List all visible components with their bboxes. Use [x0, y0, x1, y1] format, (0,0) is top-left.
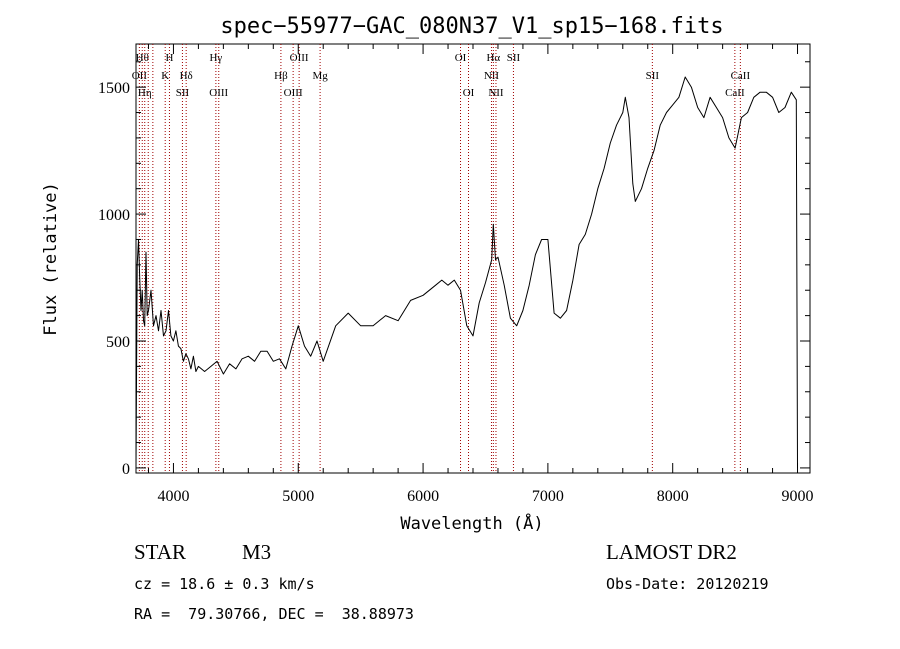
line-marker-label: Hα: [486, 52, 500, 64]
x-tick-label: 6000: [407, 488, 439, 505]
object-class: STAR: [134, 540, 186, 564]
chart-title: spec−55977−GAC_080N37_V1_sp15−168.fits: [220, 14, 723, 39]
line-marker-label: Hβ: [274, 70, 288, 82]
plot-frame: [135, 43, 811, 474]
object-subclass: M3: [242, 540, 272, 564]
x-axis-label: Wavelength (Å): [400, 512, 543, 534]
line-marker-label: Hδ: [180, 70, 193, 82]
y-axis-label: Flux (relative): [41, 182, 61, 336]
line-marker-label: SII: [176, 87, 190, 99]
line-marker-label: H: [165, 52, 173, 64]
line-marker-label: OIII: [209, 87, 228, 99]
line-marker-label: Hθ: [136, 52, 149, 64]
y-tick-label: 1000: [98, 207, 130, 224]
line-marker-label: Mg: [312, 70, 328, 82]
redshift-velocity: cz = 18.6 ± 0.3 km/s: [134, 575, 315, 593]
line-marker-label: OII: [132, 70, 148, 82]
x-tick-label: 7000: [532, 488, 564, 505]
line-marker-label: Hγ: [209, 52, 222, 64]
y-tick-label: 500: [106, 334, 130, 351]
emission-line-markers: OIIHθHηKHSIIHδHγOIIIHβOIIIOIIIMgOIOINIIH…: [132, 44, 751, 473]
line-marker-label: NII: [484, 70, 500, 82]
x-tick-label: 4000: [157, 488, 189, 505]
line-marker-label: K: [161, 70, 169, 82]
line-marker-label: Hη: [138, 87, 152, 99]
y-tick-label: 1500: [98, 80, 130, 97]
line-marker-label: SII: [646, 70, 660, 82]
line-marker-label: CaII: [725, 87, 745, 99]
line-marker-label: OI: [463, 87, 475, 99]
plot-border: [135, 43, 811, 474]
observation-date: Obs-Date: 20120219: [606, 575, 769, 593]
line-marker-label: OIII: [284, 87, 303, 99]
survey-name: LAMOST DR2: [606, 540, 737, 564]
line-marker-label: CaII: [731, 70, 751, 82]
line-marker-label: NII: [488, 87, 504, 99]
line-marker-label: SII: [507, 52, 521, 64]
spectrum-line: [135, 76, 798, 468]
x-tick-label: 9000: [782, 488, 814, 505]
line-marker-label: OI: [455, 52, 467, 64]
x-tick-label: 5000: [282, 488, 314, 505]
spectrum-series: [135, 76, 798, 468]
line-marker-label: OIII: [290, 52, 309, 64]
y-tick-label: 0: [122, 461, 130, 478]
x-tick-label: 8000: [657, 488, 689, 505]
axis-ticks: 4000 5000 6000 7000 8000 9000 0 500 1000 1500: [98, 44, 814, 505]
coordinates: RA = 79.30766, DEC = 38.88973: [134, 605, 414, 623]
